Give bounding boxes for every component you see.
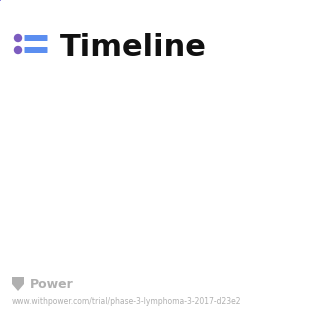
Text: Power: Power: [30, 278, 74, 290]
Text: www.withpower.com/trial/phase-3-lymphoma-3-2017-d23e2: www.withpower.com/trial/phase-3-lymphoma…: [12, 298, 242, 306]
Circle shape: [14, 46, 21, 54]
FancyBboxPatch shape: [25, 47, 47, 53]
FancyBboxPatch shape: [25, 35, 47, 41]
Circle shape: [14, 35, 21, 42]
Polygon shape: [12, 277, 24, 291]
Text: Timeline: Timeline: [60, 33, 207, 62]
